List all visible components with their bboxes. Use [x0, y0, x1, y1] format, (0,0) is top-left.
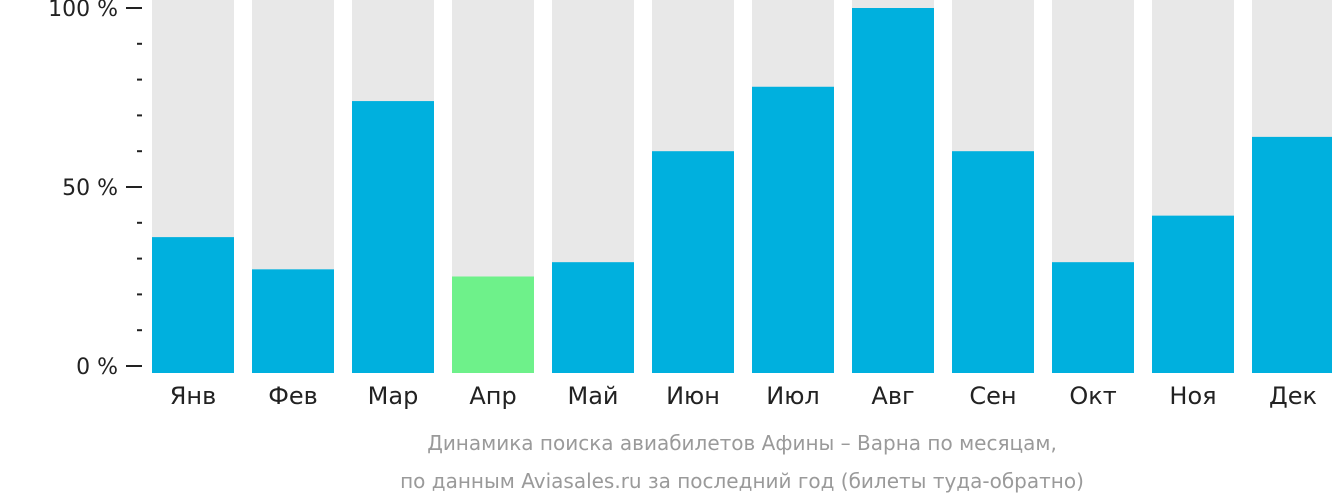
- x-tick-label: Сен: [969, 382, 1016, 410]
- y-tick-label: 50 %: [62, 176, 118, 201]
- bar: [552, 262, 634, 373]
- x-tick-label: Дек: [1269, 382, 1317, 410]
- bar: [1252, 136, 1332, 373]
- bar: [752, 86, 834, 373]
- y-tick-label: 100 %: [48, 0, 118, 22]
- x-tick-label: Июн: [666, 382, 720, 410]
- x-axis-labels: Янв Фев Мар Апр Май Июн Июл Авг Сен Окт Ноя Дек: [170, 382, 1317, 410]
- x-tick-label: Фев: [268, 382, 318, 410]
- bar: [1052, 262, 1134, 373]
- x-tick-label: Май: [567, 382, 618, 410]
- bar: [1152, 215, 1234, 373]
- x-tick-label: Окт: [1069, 382, 1116, 410]
- bar: [452, 276, 534, 373]
- y-tick-label: 0 %: [76, 355, 118, 380]
- bar: [952, 151, 1034, 373]
- caption-line-1: Динамика поиска авиабилетов Афины – Варн…: [427, 431, 1057, 455]
- bar: [652, 151, 734, 373]
- chart-caption: Динамика поиска авиабилетов Афины – Варн…: [400, 431, 1084, 493]
- y-axis: 0 % 50 % 100 %: [48, 0, 142, 380]
- caption-line-2: по данным Aviasales.ru за последний год …: [400, 469, 1084, 493]
- bar: [152, 237, 234, 373]
- x-tick-label: Июл: [766, 382, 820, 410]
- x-tick-label: Авг: [871, 382, 914, 410]
- x-tick-label: Ноя: [1169, 382, 1216, 410]
- x-tick-label: Янв: [170, 382, 217, 410]
- x-tick-label: Апр: [469, 382, 516, 410]
- bar: [252, 269, 334, 373]
- x-tick-label: Мар: [368, 382, 419, 410]
- bar: [352, 101, 434, 373]
- bar: [852, 8, 934, 373]
- bars: [152, 8, 1332, 373]
